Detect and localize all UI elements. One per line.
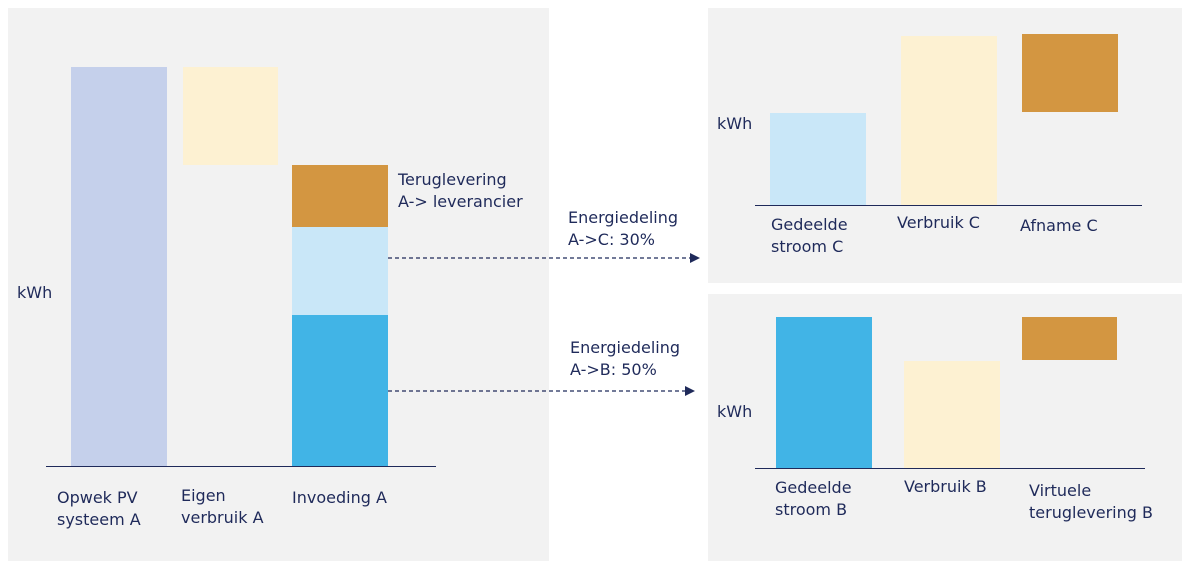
panel-a-x-axis [46,466,436,467]
label-opwek-pv: Opwek PV systeem A [57,488,141,529]
label-virtuele-teruglevering-b: Virtuele teruglevering B [1029,481,1153,522]
bar-teruglevering-a [292,165,388,227]
label-energiedeling-a-b: Energiedeling A->B: 50% [570,338,681,379]
label-energiedeling-a-c: Energiedeling A->C: 30% [568,208,679,249]
label-invoeding: Invoeding A [292,488,387,507]
annotation-teruglevering: Teruglevering A-> leverancier [398,170,523,211]
bar-afname-c [1022,34,1118,112]
bar-verbruik-b [904,361,1000,468]
label-verbruik-b: Verbruik B [904,477,987,496]
bar-verbruik-c [901,36,997,205]
bar-virtuele-teruglevering-b [1022,317,1117,360]
bar-gedeelde-stroom-c [770,113,866,205]
bar-energiedeling-b [292,315,388,467]
panel-b-x-axis [755,468,1145,469]
bar-opwek-pv [71,67,167,467]
label-eigen-verbruik: Eigen verbruik A [181,486,264,527]
bar-eigen-verbruik [183,67,278,165]
label-verbruik-c: Verbruik C [897,213,980,232]
panel-c-x-axis [755,205,1142,206]
arrow-a-to-b [388,386,695,396]
bar-gedeelde-stroom-b [776,317,872,468]
bar-energiedeling-c [292,227,388,315]
label-afname-c: Afname C [1020,216,1098,235]
label-gedeelde-stroom-b: Gedeelde stroom B [775,478,852,519]
arrow-a-to-c [388,253,700,263]
panel-a-ylabel: kWh [17,283,53,302]
panel-b-ylabel: kWh [717,402,753,421]
panel-c-ylabel: kWh [717,114,753,133]
label-gedeelde-stroom-c: Gedeelde stroom C [771,215,848,256]
